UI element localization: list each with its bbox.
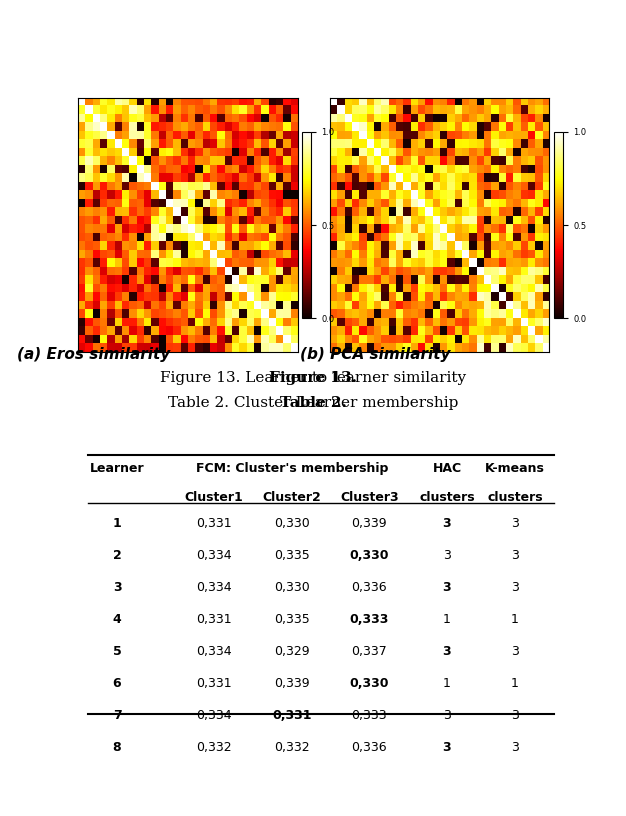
Text: 0,334: 0,334 xyxy=(197,549,232,561)
Text: Learner: Learner xyxy=(90,462,145,475)
Text: 3: 3 xyxy=(443,645,451,658)
Text: 1: 1 xyxy=(443,613,451,626)
Text: K-means: K-means xyxy=(485,462,545,475)
Text: Cluster1: Cluster1 xyxy=(185,490,244,503)
Text: 0,337: 0,337 xyxy=(351,645,387,658)
Text: 0,336: 0,336 xyxy=(352,741,387,754)
Text: 0,335: 0,335 xyxy=(274,613,310,626)
Text: 8: 8 xyxy=(113,741,121,754)
Text: 3: 3 xyxy=(443,709,451,722)
Text: Figure 13.: Figure 13. xyxy=(269,371,357,385)
Text: 1: 1 xyxy=(113,517,121,530)
Text: 3: 3 xyxy=(511,741,519,754)
Text: Figure 13. Learner to learner similarity: Figure 13. Learner to learner similarity xyxy=(160,371,466,385)
Text: 0,332: 0,332 xyxy=(274,741,309,754)
Text: 0,330: 0,330 xyxy=(349,676,389,690)
Text: 3: 3 xyxy=(511,709,519,722)
Text: (b) PCA similarity: (b) PCA similarity xyxy=(300,347,451,361)
Text: 7: 7 xyxy=(113,709,121,722)
Text: clusters: clusters xyxy=(419,490,475,503)
Text: 0,330: 0,330 xyxy=(274,581,310,594)
Text: 0,336: 0,336 xyxy=(352,581,387,594)
Text: 0,330: 0,330 xyxy=(274,517,310,530)
Text: 0,329: 0,329 xyxy=(274,645,309,658)
Text: 3: 3 xyxy=(443,741,451,754)
Text: 3: 3 xyxy=(443,581,451,594)
Text: 0,339: 0,339 xyxy=(274,676,309,690)
Text: 0,335: 0,335 xyxy=(274,549,310,561)
Text: 0,334: 0,334 xyxy=(197,581,232,594)
Text: 5: 5 xyxy=(113,645,121,658)
Text: 0,339: 0,339 xyxy=(352,517,387,530)
Text: 3: 3 xyxy=(443,517,451,530)
Text: 3: 3 xyxy=(113,581,121,594)
Text: Cluster2: Cluster2 xyxy=(262,490,321,503)
Text: 0,331: 0,331 xyxy=(197,613,232,626)
Text: 3: 3 xyxy=(511,645,519,658)
Text: clusters: clusters xyxy=(487,490,543,503)
Text: 0,331: 0,331 xyxy=(197,517,232,530)
Text: 3: 3 xyxy=(511,549,519,561)
Text: 1: 1 xyxy=(443,676,451,690)
Text: 3: 3 xyxy=(511,581,519,594)
Text: (a) Eros similarity: (a) Eros similarity xyxy=(18,347,170,361)
Text: 3: 3 xyxy=(443,549,451,561)
Text: 1: 1 xyxy=(511,676,519,690)
Text: 6: 6 xyxy=(113,676,121,690)
Text: 0,334: 0,334 xyxy=(197,645,232,658)
Text: 2: 2 xyxy=(113,549,121,561)
Text: Table 2.: Table 2. xyxy=(280,396,346,410)
Text: 3: 3 xyxy=(511,517,519,530)
Text: 0,333: 0,333 xyxy=(352,709,387,722)
Text: 0,331: 0,331 xyxy=(272,709,312,722)
Text: 0,331: 0,331 xyxy=(197,676,232,690)
Text: 1: 1 xyxy=(511,613,519,626)
Text: FCM: Cluster's membership: FCM: Cluster's membership xyxy=(195,462,388,475)
Text: Table 2. Cluster-Learner membership: Table 2. Cluster-Learner membership xyxy=(168,396,458,410)
Text: 0,332: 0,332 xyxy=(197,741,232,754)
Text: 0,334: 0,334 xyxy=(197,709,232,722)
Text: 4: 4 xyxy=(113,613,121,626)
Text: 0,333: 0,333 xyxy=(350,613,389,626)
Text: HAC: HAC xyxy=(433,462,461,475)
Text: 0,330: 0,330 xyxy=(349,549,389,561)
Text: Cluster3: Cluster3 xyxy=(340,490,399,503)
